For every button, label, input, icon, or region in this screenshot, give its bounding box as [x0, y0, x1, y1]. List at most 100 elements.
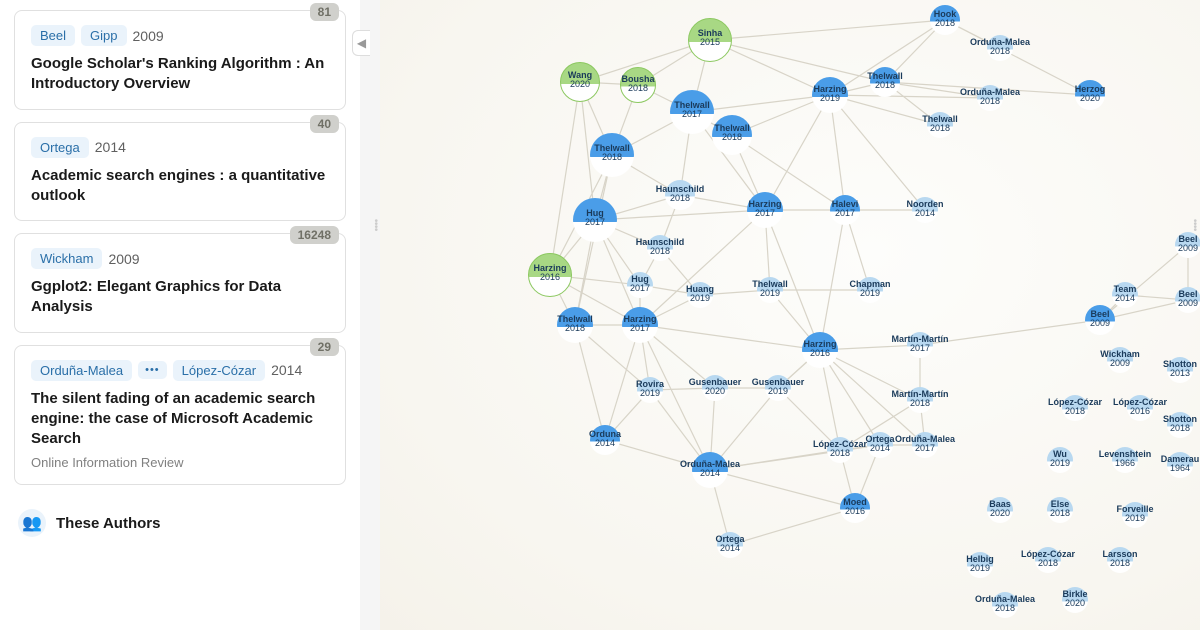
graph-node[interactable]: Team2014	[1112, 282, 1138, 308]
graph-node[interactable]: López-Cózar2018	[1062, 395, 1088, 421]
sidebar: 81BeelGipp2009Google Scholar's Ranking A…	[0, 0, 360, 630]
graph-node[interactable]: Ortega2014	[717, 532, 743, 558]
graph-node[interactable]: Orduña-Malea2014	[692, 452, 728, 488]
graph-node[interactable]: Orduna2014	[590, 425, 620, 455]
citation-badge: 81	[310, 3, 339, 21]
graph-node[interactable]: Birkle2020	[1062, 587, 1088, 613]
node-circle-icon	[688, 18, 732, 62]
graph-node[interactable]: Harzing2019	[812, 77, 848, 113]
graph-node[interactable]: Orduña-Malea2018	[987, 35, 1013, 61]
paper-card[interactable]: 16248Wickham2009Ggplot2: Elegant Graphic…	[14, 233, 346, 333]
node-circle-icon	[870, 67, 900, 97]
graph-node[interactable]: Orduña-Malea2018	[977, 85, 1003, 111]
graph-node[interactable]: Hug2017	[573, 198, 617, 242]
graph-node[interactable]: Harzing2017	[622, 307, 658, 343]
paper-card[interactable]: 81BeelGipp2009Google Scholar's Ranking A…	[14, 10, 346, 110]
graph-node[interactable]: Sinha2015	[688, 18, 732, 62]
graph-node[interactable]: López-Cózar2016	[1127, 395, 1153, 421]
graph-node[interactable]: Else2018	[1047, 497, 1073, 523]
author-chip[interactable]: Ortega	[31, 137, 89, 158]
graph-node[interactable]: López-Cózar2018	[1035, 547, 1061, 573]
node-circle-icon	[702, 375, 728, 401]
graph-node[interactable]: Thelwall2018	[712, 115, 752, 155]
graph-node[interactable]: Haunschild2018	[665, 180, 695, 210]
graph-node[interactable]: Beel2009	[1175, 287, 1200, 313]
graph-node[interactable]: Hug2017	[627, 272, 653, 298]
node-circle-icon	[1112, 282, 1138, 308]
author-more-icon[interactable]: •••	[138, 361, 167, 379]
section-these-authors[interactable]: 👥 These Authors	[14, 497, 346, 549]
node-circle-icon	[907, 387, 933, 413]
node-circle-icon	[573, 198, 617, 242]
graph-node[interactable]: Halevi2017	[830, 195, 860, 225]
graph-node[interactable]: Thelwall2019	[757, 277, 783, 303]
graph-node[interactable]: Larsson2018	[1107, 547, 1133, 573]
graph-node[interactable]: Beel2009	[1085, 305, 1115, 335]
paper-card[interactable]: 40Ortega2014Academic search engines : a …	[14, 122, 346, 222]
author-chip[interactable]: Wickham	[31, 248, 102, 269]
graph-node[interactable]: Thelwall2017	[670, 90, 714, 134]
graph-node[interactable]: Harzing2016	[528, 253, 572, 297]
authors-row: Wickham2009	[31, 248, 329, 269]
graph-node[interactable]: Wu2019	[1047, 447, 1073, 473]
node-circle-icon	[992, 592, 1018, 618]
graph-node[interactable]: Chapman2019	[857, 277, 883, 303]
graph-node[interactable]: Shotton2013	[1167, 357, 1193, 383]
node-circle-icon	[967, 552, 993, 578]
graph-node[interactable]: Hook2018	[930, 5, 960, 35]
authors-icon: 👥	[18, 509, 46, 537]
graph-node[interactable]: Levenshtein1966	[1112, 447, 1138, 473]
node-circle-icon	[927, 112, 953, 138]
authors-row: Ortega2014	[31, 137, 329, 158]
graph-node[interactable]: Rovira2019	[637, 377, 663, 403]
graph-node[interactable]: Moed2016	[840, 493, 870, 523]
graph-node[interactable]: Helbig2019	[967, 552, 993, 578]
graph-node[interactable]: Baas2020	[987, 497, 1013, 523]
graph-node[interactable]: Harzing2017	[747, 192, 783, 228]
graph-node[interactable]: López-Cózar2018	[827, 437, 853, 463]
node-circle-icon	[907, 332, 933, 358]
graph-node[interactable]: Gusenbauer2020	[702, 375, 728, 401]
node-circle-icon	[1107, 347, 1133, 373]
graph-node[interactable]: Ortega2014	[867, 432, 893, 458]
graph-node[interactable]: Wang2020	[560, 62, 600, 102]
graph-node[interactable]: Martín-Martín2018	[907, 387, 933, 413]
graph-node[interactable]: Thelwall2018	[557, 307, 593, 343]
graph-node[interactable]: Thelwall2018	[590, 133, 634, 177]
graph-node[interactable]: Gusenbauer2019	[765, 375, 791, 401]
graph-node[interactable]: Thelwall2018	[927, 112, 953, 138]
paper-year: 2009	[133, 28, 164, 44]
paper-card[interactable]: 29Orduña-Malea•••López-Cózar2014The sile…	[14, 345, 346, 486]
graph-node[interactable]: Shotton2018	[1167, 412, 1193, 438]
graph-node[interactable]: Huang2019	[687, 282, 713, 308]
node-circle-icon	[830, 195, 860, 225]
graph-node[interactable]: Wickham2009	[1107, 347, 1133, 373]
graph-node[interactable]: Orduña-Malea2018	[992, 592, 1018, 618]
graph-node[interactable]: Damerau1964	[1167, 452, 1193, 478]
citation-badge: 16248	[290, 226, 339, 244]
node-circle-icon	[1062, 587, 1088, 613]
graph-canvas[interactable]: Hook2018 Orduña-Malea2018 Sinha2015 Wang202…	[380, 0, 1200, 630]
graph-node[interactable]: Herzog2020	[1075, 80, 1105, 110]
graph-node[interactable]: Forveille2019	[1122, 502, 1148, 528]
paper-title: Ggplot2: Elegant Graphics for Data Analy…	[31, 277, 329, 318]
authors-row: Orduña-Malea•••López-Cózar2014	[31, 360, 329, 381]
node-circle-icon	[627, 272, 653, 298]
graph-node[interactable]: Harzing2016	[802, 332, 838, 368]
graph-node[interactable]: Thelwall2018	[870, 67, 900, 97]
author-chip[interactable]: López-Cózar	[173, 360, 265, 381]
author-chip[interactable]: Gipp	[81, 25, 126, 46]
node-circle-icon	[802, 332, 838, 368]
graph-node[interactable]: Bousha2018	[620, 67, 656, 103]
collapse-handle[interactable]: ◀	[352, 30, 370, 56]
author-chip[interactable]: Orduña-Malea	[31, 360, 132, 381]
graph-node[interactable]: Haunschild2018	[647, 235, 673, 261]
node-circle-icon	[912, 197, 938, 223]
node-circle-icon	[557, 307, 593, 343]
node-circle-icon	[987, 497, 1013, 523]
pane-divider[interactable]: ◀ ••••	[360, 0, 380, 630]
graph-node[interactable]: Noorden2014	[912, 197, 938, 223]
author-chip[interactable]: Beel	[31, 25, 75, 46]
graph-node[interactable]: Orduña-Malea2017	[912, 432, 938, 458]
graph-node[interactable]: Martín-Martín2017	[907, 332, 933, 358]
